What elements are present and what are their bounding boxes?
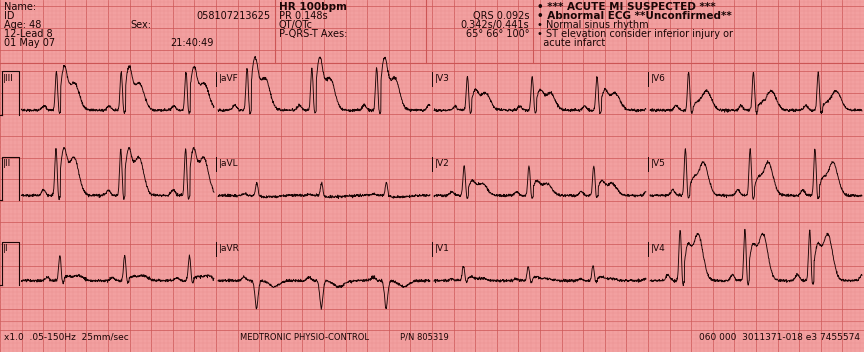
- Text: P/N 805319: P/N 805319: [400, 333, 448, 342]
- Text: |V6: |V6: [651, 74, 666, 83]
- Text: HR 100bpm: HR 100bpm: [279, 2, 346, 12]
- Text: |V4: |V4: [651, 244, 666, 253]
- Text: |III: |III: [3, 74, 14, 83]
- Text: 65° 66° 100°: 65° 66° 100°: [466, 29, 529, 39]
- Text: MEDTRONIC PHYSIO-CONTROL: MEDTRONIC PHYSIO-CONTROL: [240, 333, 369, 342]
- Text: |V3: |V3: [435, 74, 450, 83]
- Text: ID: ID: [4, 11, 15, 21]
- Text: 12-Lead 8: 12-Lead 8: [4, 29, 53, 39]
- Text: |V5: |V5: [651, 159, 666, 168]
- Text: Sex:: Sex:: [130, 20, 151, 30]
- Text: • ST elevation consider inferior injury or: • ST elevation consider inferior injury …: [537, 29, 733, 39]
- Text: |I: |I: [3, 244, 9, 253]
- Text: |V1: |V1: [435, 244, 450, 253]
- Text: |aVF: |aVF: [219, 74, 238, 83]
- Text: • Normal sinus rhythm: • Normal sinus rhythm: [537, 20, 649, 30]
- Text: 01 May 07: 01 May 07: [4, 38, 55, 48]
- Text: 0.342s/0.441s: 0.342s/0.441s: [461, 20, 529, 30]
- Text: Age: 48: Age: 48: [4, 20, 41, 30]
- Text: |aVL: |aVL: [219, 159, 238, 168]
- Text: • Abnormal ECG **Unconfirmed**: • Abnormal ECG **Unconfirmed**: [537, 11, 732, 21]
- Text: P-QRS-T Axes:: P-QRS-T Axes:: [279, 29, 347, 39]
- Text: Name:: Name:: [4, 2, 36, 12]
- Text: |II: |II: [3, 159, 11, 168]
- Text: • *** ACUTE MI SUSPECTED ***: • *** ACUTE MI SUSPECTED ***: [537, 2, 715, 12]
- Text: 058107213625: 058107213625: [197, 11, 270, 21]
- Text: |aVR: |aVR: [219, 244, 240, 253]
- Text: 060 000  3011371-018 e3 7455574: 060 000 3011371-018 e3 7455574: [699, 333, 860, 342]
- Text: QRS 0.092s: QRS 0.092s: [473, 11, 529, 21]
- Text: acute infarct: acute infarct: [537, 38, 606, 48]
- Text: x1.0  .05-150Hz  25mm/sec: x1.0 .05-150Hz 25mm/sec: [4, 333, 129, 342]
- Text: PR 0.148s: PR 0.148s: [279, 11, 327, 21]
- Text: |V2: |V2: [435, 159, 450, 168]
- Text: QT/QTc: QT/QTc: [279, 20, 313, 30]
- Text: 21:40:49: 21:40:49: [170, 38, 213, 48]
